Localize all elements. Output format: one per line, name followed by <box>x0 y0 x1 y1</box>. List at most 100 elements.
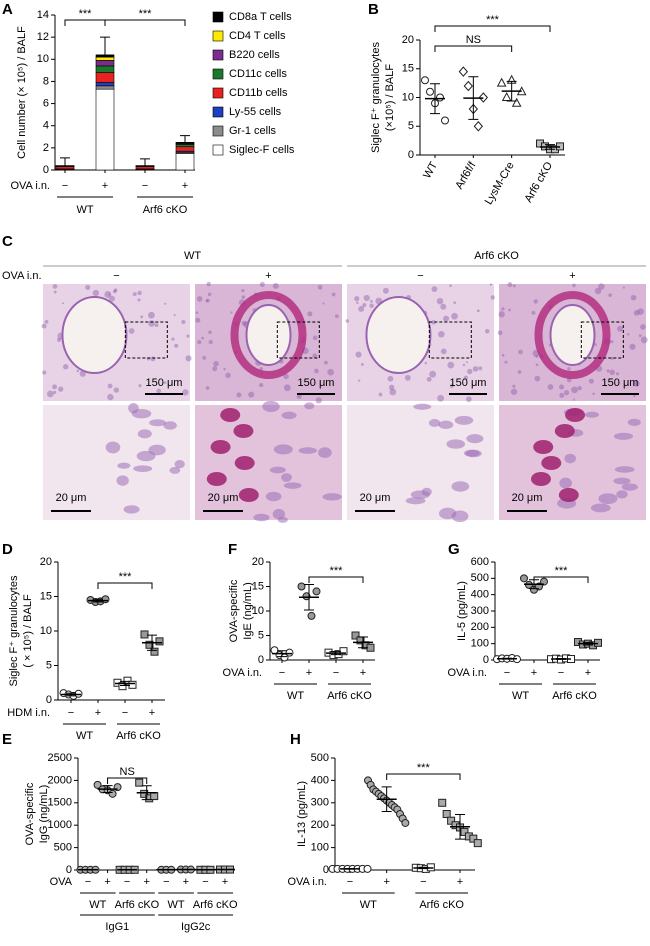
group-label: Arf6 cKO <box>143 204 188 216</box>
y-tick-label: 100 <box>471 638 489 650</box>
tissue <box>312 335 318 341</box>
goblet-cell <box>233 424 254 438</box>
legend-label: CD4 T cells <box>229 30 286 42</box>
tissue <box>137 290 142 296</box>
y-tick-label: 0 <box>46 694 52 706</box>
inset-box <box>276 321 320 359</box>
y-axis-label: (×10⁵) / BALF <box>384 64 396 132</box>
point <box>307 611 316 620</box>
legend-label: B220 cells <box>229 49 280 61</box>
legend-swatch <box>212 106 224 118</box>
y-tick-label: 20 <box>40 556 52 568</box>
group-label: Arf6 cKO <box>327 690 372 702</box>
tissue <box>56 337 62 342</box>
point <box>140 789 149 798</box>
cell <box>281 411 297 420</box>
cell <box>405 497 426 505</box>
tissue <box>512 284 516 288</box>
tissue <box>317 285 323 290</box>
error-bar <box>180 135 190 143</box>
cell <box>277 516 288 523</box>
goblet-cell <box>220 408 241 422</box>
sd-bar <box>430 83 440 115</box>
point <box>108 789 117 798</box>
x-tick-label: − <box>68 707 74 719</box>
y-tick-label: 300 <box>311 797 329 809</box>
tissue <box>424 361 427 365</box>
y-tick-label: 200 <box>471 621 489 633</box>
tissue <box>52 284 58 289</box>
y-tick-label: 600 <box>471 556 489 568</box>
group-label: WT <box>89 899 106 911</box>
sd-bar <box>358 636 368 649</box>
cell <box>136 450 156 462</box>
sd-bar <box>120 680 130 687</box>
y-tick-label: 200 <box>311 819 329 831</box>
tissue <box>640 324 646 330</box>
tissue <box>58 386 64 392</box>
tissue <box>476 309 480 313</box>
point <box>150 647 159 656</box>
tissue <box>259 281 265 287</box>
tissue <box>638 334 642 338</box>
tissue <box>451 312 458 320</box>
bar-segment <box>175 146 195 152</box>
tissue <box>213 360 219 367</box>
tissue <box>113 387 120 393</box>
sd-bar <box>502 657 512 660</box>
tissue <box>248 391 255 398</box>
sd-bar <box>331 651 341 656</box>
legend-label: Ly-55 cells <box>229 106 282 118</box>
point <box>297 582 306 591</box>
y-tick-label: 5 <box>408 120 414 132</box>
x-tick-label: − <box>85 876 91 888</box>
tissue <box>369 303 374 309</box>
point <box>447 816 456 825</box>
scale-label: 20 μm <box>208 492 239 504</box>
x-tick-label: − <box>347 876 353 888</box>
y-tick-label: 10 <box>37 53 49 65</box>
point <box>438 798 447 807</box>
bracket <box>434 45 513 52</box>
tissue <box>640 336 648 344</box>
cell <box>105 441 121 454</box>
point <box>436 93 444 102</box>
tissue <box>630 294 637 301</box>
tissue <box>112 289 117 294</box>
tissue <box>205 386 210 390</box>
tissue <box>331 292 336 297</box>
tissue <box>572 398 575 401</box>
tissue <box>296 393 302 400</box>
cell <box>128 402 139 414</box>
tissue <box>44 319 49 324</box>
tissue <box>484 328 490 334</box>
legend-label: CD8a T cells <box>229 11 292 23</box>
tissue <box>358 305 365 312</box>
tissue <box>315 397 322 404</box>
panel-letter: H <box>290 731 301 748</box>
point <box>312 587 321 596</box>
y-tick-label: 5 <box>258 629 264 641</box>
tissue <box>206 281 211 287</box>
point <box>421 76 429 85</box>
significance: *** <box>555 565 569 577</box>
tissue <box>356 301 359 305</box>
sd-bar <box>506 80 517 102</box>
tissue <box>436 297 444 305</box>
bracket <box>107 777 148 784</box>
y-tick-label: 500 <box>54 842 72 854</box>
tissue <box>107 383 113 389</box>
cell <box>174 459 185 469</box>
significance: *** <box>417 762 431 774</box>
condition-label: + <box>265 270 271 282</box>
tissue <box>517 370 522 374</box>
tissue <box>225 372 231 379</box>
x-row-label: OVA i.n. <box>447 667 487 679</box>
x-tick-label: − <box>124 876 130 888</box>
cell <box>116 475 129 486</box>
tissue <box>535 363 539 367</box>
cell <box>465 449 482 458</box>
bar-segment <box>95 56 115 61</box>
scale-label: 20 μm <box>360 492 391 504</box>
